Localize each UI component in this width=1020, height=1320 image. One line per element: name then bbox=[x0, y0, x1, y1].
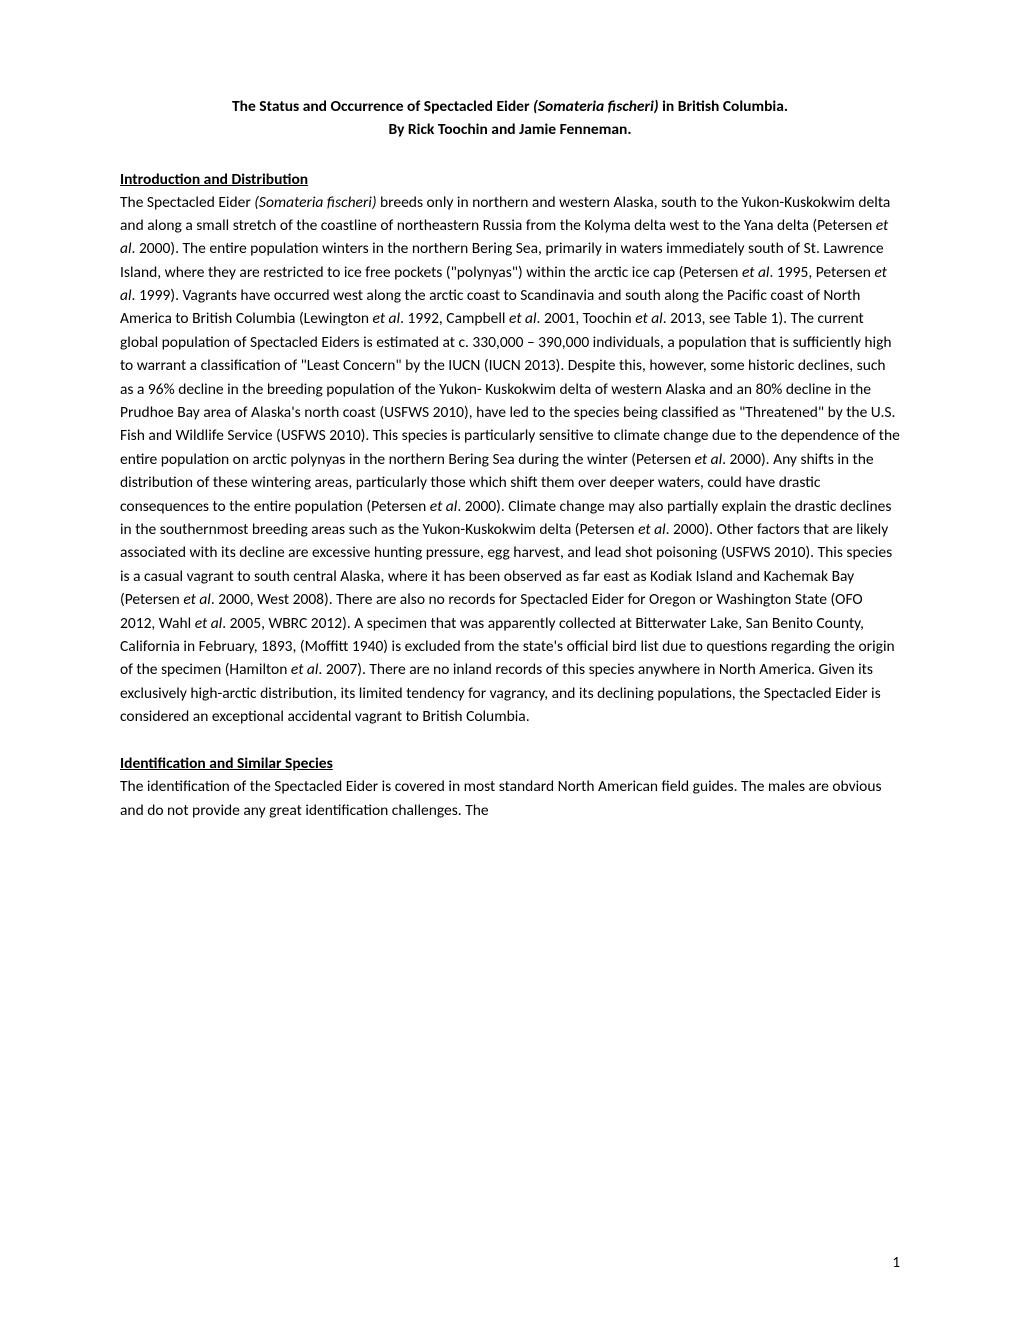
body-identification: The identification of the Spectacled Eid… bbox=[120, 775, 900, 822]
intro-italic-x: et al bbox=[195, 614, 223, 633]
title-text-post: in British Columbia. bbox=[659, 97, 788, 116]
section-introduction: Introduction and Distribution The Specta… bbox=[120, 170, 900, 729]
intro-text-m: . 2001, Toochin bbox=[537, 309, 636, 328]
title-species-italic: (Somateria fischeri) bbox=[533, 97, 659, 116]
intro-italic-z: et al bbox=[291, 660, 319, 679]
intro-text-g: . 1995, Petersen bbox=[770, 263, 875, 282]
intro-italic-l: et al bbox=[509, 309, 537, 328]
heading-identification: Identification and Similar Species bbox=[120, 754, 900, 773]
document-title: The Status and Occurrence of Spectacled … bbox=[120, 95, 900, 118]
body-introduction: The Spectacled Eider (Somateria fischeri… bbox=[120, 191, 900, 729]
intro-italic-b: (Somateria fischeri) bbox=[254, 193, 376, 212]
intro-text-k: . 1992, Campbell bbox=[400, 309, 509, 328]
byline: By Rick Toochin and Jamie Fenneman. bbox=[120, 118, 900, 141]
intro-italic-f: et al bbox=[742, 263, 770, 282]
intro-italic-t: et al bbox=[638, 520, 666, 539]
intro-italic-v: et al bbox=[183, 590, 211, 609]
intro-italic-j: et al bbox=[373, 309, 401, 328]
section-identification: Identification and Similar Species The i… bbox=[120, 754, 900, 822]
title-text-pre: The Status and Occurrence of Spectacled … bbox=[232, 97, 533, 116]
intro-italic-p: et al bbox=[695, 450, 723, 469]
page-number: 1 bbox=[892, 1254, 900, 1272]
heading-introduction: Introduction and Distribution bbox=[120, 170, 900, 189]
intro-italic-r: et al bbox=[430, 497, 458, 516]
intro-text-a: The Spectacled Eider bbox=[120, 193, 254, 212]
intro-italic-n: et al bbox=[635, 309, 663, 328]
title-block: The Status and Occurrence of Spectacled … bbox=[120, 95, 900, 142]
intro-text-o: . 2013, see Table 1). The current global… bbox=[120, 309, 900, 468]
